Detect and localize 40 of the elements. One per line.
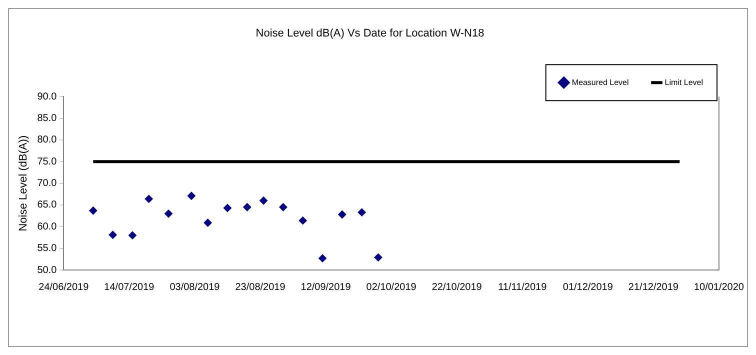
point (374, 253, 382, 262)
point (298, 216, 307, 225)
point (128, 231, 136, 240)
point (279, 203, 288, 212)
x-tick-label: 23/08/2019 (235, 282, 286, 293)
x-tick-label: 22/10/2019 (432, 282, 482, 293)
y-tick-label: 55.0 (37, 243, 58, 254)
chart-title: Noise Level dB(A) Vs Date for Location W-N18 (256, 28, 484, 40)
point (164, 210, 173, 218)
x-tick-label: 02/10/2019 (366, 282, 417, 293)
y-tick-label: 65.0 (37, 200, 58, 211)
point (318, 254, 327, 262)
x-tick-label: 24/06/2019 (38, 282, 90, 293)
point (223, 204, 232, 212)
y-tick-label: 75.0 (37, 156, 58, 168)
point (358, 208, 366, 216)
point (243, 203, 252, 212)
x-tick-label: 11/11/2019 (498, 282, 548, 293)
y-tick-label: 90.0 (37, 91, 58, 102)
point (144, 194, 153, 203)
x-tick-label: 12/09/2019 (300, 282, 352, 293)
point (187, 192, 196, 200)
x-tick-label: 01/12/2019 (562, 282, 614, 293)
x-tick-label: 14/07/2019 (104, 282, 155, 293)
x-tick-label: 10/01/2020 (694, 282, 744, 293)
x-tick-label: 03/08/2019 (170, 282, 220, 293)
point (89, 206, 98, 215)
y-tick-label: 85.0 (37, 113, 58, 124)
point (204, 218, 212, 227)
point (108, 230, 117, 239)
legend-label: Measured Level (572, 78, 629, 87)
y-tick-label: 50.0 (37, 264, 58, 276)
y-tick-label: 70.0 (37, 178, 58, 190)
x-tick-label: 21/12/2019 (628, 282, 679, 293)
y-axis-title: Noise Level (dB(A)) (18, 135, 30, 232)
legend-label: Limit Level (664, 78, 704, 87)
point (260, 196, 268, 205)
point (338, 210, 346, 219)
y-tick-label: 80.0 (37, 134, 58, 146)
y-tick-label: 60.0 (37, 221, 58, 232)
